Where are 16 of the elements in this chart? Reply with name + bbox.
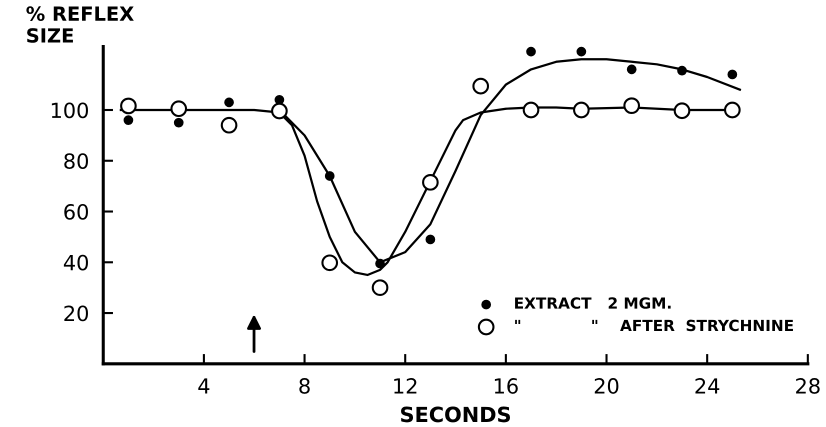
x-tick-label: 20 (594, 378, 618, 394)
x-tick-label: 8 (299, 378, 310, 394)
legend-label: EXTRACT 2 MGM. (515, 297, 671, 309)
y-tick-label: 40 (64, 254, 88, 270)
y-tick-label: 80 (64, 153, 88, 169)
x-axis-title: SECONDS (401, 406, 510, 422)
legend-label: " " AFTER STRYCHNINE (515, 320, 793, 332)
y-tick-label: 20 (64, 305, 88, 322)
x-tick-label: 16 (494, 378, 518, 394)
y-tick-label: 100 (52, 102, 88, 118)
y-axis-title: % REFLEX SIZE (26, 6, 134, 43)
x-tick-label: 28 (796, 378, 820, 394)
x-tick-label: 12 (394, 378, 416, 394)
x-tick-label: 4 (198, 378, 210, 394)
y-tick-label: 60 (64, 204, 88, 220)
x-tick-label: 24 (695, 378, 720, 394)
